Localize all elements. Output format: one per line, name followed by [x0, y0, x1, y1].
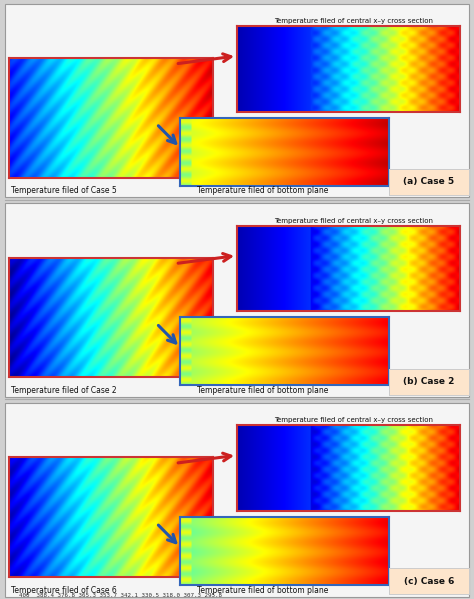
Text: Temperature filed of bottom plane: Temperature filed of bottom plane — [197, 186, 329, 195]
Text: Temperature filed of Case 6: Temperature filed of Case 6 — [11, 586, 117, 595]
Text: Temperature filed of bottom plane: Temperature filed of bottom plane — [197, 386, 329, 395]
Text: (b) Case 2: (b) Case 2 — [403, 377, 455, 386]
Text: Temperature filed of bottom plane: Temperature filed of bottom plane — [197, 586, 329, 595]
Text: (c) Case 6: (c) Case 6 — [404, 577, 454, 586]
Text: 400  388.4 376.8 365.3 353.7 342.1 330.5 318.0 307.3 295.8: 400 388.4 376.8 365.3 353.7 342.1 330.5 … — [19, 594, 222, 598]
Text: Temperature filed of Case 2: Temperature filed of Case 2 — [11, 386, 117, 395]
Text: Temperature filed of Case 5: Temperature filed of Case 5 — [11, 186, 117, 195]
Text: Temperature filed of central x–y cross section: Temperature filed of central x–y cross s… — [273, 18, 433, 24]
Text: (a) Case 5: (a) Case 5 — [403, 177, 455, 186]
Text: Temperature filed of central x–y cross section: Temperature filed of central x–y cross s… — [273, 217, 433, 223]
Text: Temperature filed of central x–y cross section: Temperature filed of central x–y cross s… — [273, 418, 433, 423]
